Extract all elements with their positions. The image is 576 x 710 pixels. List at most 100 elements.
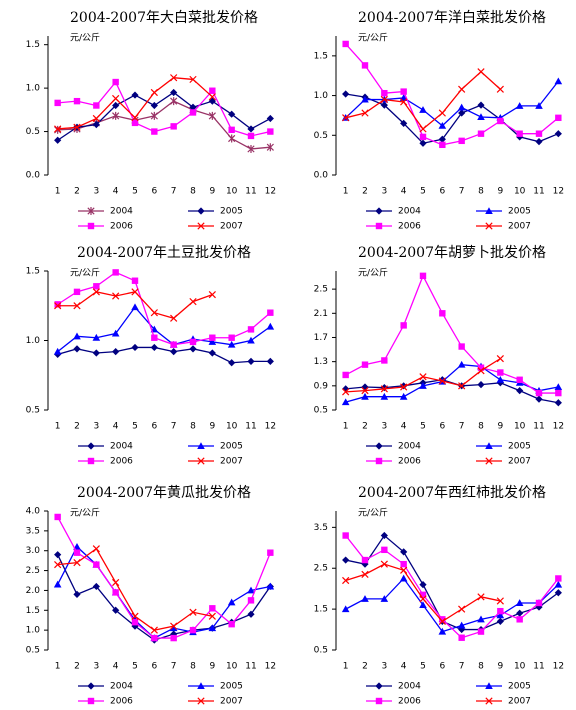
marker [458, 343, 465, 350]
chart-title: 2004-2007年洋白菜批发价格 [358, 10, 546, 26]
series-line [57, 100, 271, 150]
marker [477, 130, 485, 137]
marker [419, 125, 427, 133]
marker [247, 132, 255, 140]
marker [380, 531, 388, 540]
marker [112, 348, 120, 356]
marker [496, 617, 504, 625]
series-line [345, 274, 559, 394]
marker [554, 383, 563, 391]
y-tick-label: 0.5 [314, 646, 328, 656]
marker [131, 303, 139, 311]
marker [189, 608, 197, 616]
legend-label: 2006 [110, 697, 133, 707]
marker [73, 559, 81, 567]
x-tick-label: 4 [113, 187, 119, 197]
x-tick-label: 1 [55, 422, 61, 432]
y-tick-label: 1.0 [314, 91, 329, 101]
marker [92, 349, 100, 357]
marker [228, 620, 235, 628]
marker [439, 310, 446, 317]
x-tick-label: 11 [533, 662, 544, 672]
x-tick-label: 3 [93, 187, 99, 197]
marker [342, 90, 350, 98]
marker [73, 549, 81, 556]
y-tick-label: 1.3 [314, 357, 328, 367]
x-tick-label: 7 [459, 662, 465, 672]
marker [381, 89, 388, 97]
y-tick-label: 0.5 [26, 406, 40, 416]
marker [400, 98, 408, 106]
marker [438, 121, 447, 129]
marker [477, 381, 485, 389]
marker [485, 457, 493, 465]
series-line [345, 364, 559, 403]
marker [496, 375, 505, 383]
legend-label: 2006 [398, 457, 421, 467]
marker [438, 109, 446, 117]
marker [73, 590, 81, 598]
marker [535, 130, 543, 137]
series-line [57, 80, 271, 137]
marker [209, 87, 216, 94]
marker [208, 612, 216, 620]
marker [266, 143, 274, 152]
marker [170, 88, 178, 97]
x-tick-label: 8 [478, 422, 484, 432]
legend-label: 2004 [110, 207, 133, 217]
marker [457, 621, 466, 629]
marker [535, 102, 543, 109]
x-tick-label: 5 [420, 422, 426, 432]
marker [112, 78, 119, 86]
marker [53, 347, 62, 355]
marker [361, 570, 369, 578]
legend-label: 2006 [398, 222, 421, 232]
marker [554, 77, 563, 85]
marker [477, 68, 485, 76]
x-tick-label: 7 [171, 422, 177, 432]
series-line [345, 535, 559, 639]
marker [380, 595, 389, 602]
x-tick-label: 7 [459, 422, 465, 432]
marker [150, 111, 158, 120]
x-tick-label: 4 [401, 422, 407, 432]
marker [419, 580, 427, 589]
x-tick-label: 9 [497, 662, 503, 672]
marker [342, 40, 349, 48]
marker [54, 551, 62, 559]
x-tick-label: 11 [245, 422, 256, 432]
marker [380, 385, 388, 393]
marker [439, 141, 446, 149]
marker [92, 582, 100, 591]
x-tick-label: 10 [226, 662, 238, 672]
marker [189, 345, 197, 353]
marker [54, 125, 62, 134]
marker [150, 343, 158, 352]
marker [92, 288, 100, 296]
x-tick-label: 8 [478, 187, 484, 197]
x-tick-label: 12 [265, 422, 276, 432]
y-tick-label: 2.1 [314, 309, 328, 319]
marker [516, 616, 523, 623]
marker [112, 111, 120, 120]
series-line [345, 534, 559, 631]
y-tick-label: 2.5 [26, 566, 40, 576]
y-tick-label: 0.5 [314, 131, 328, 141]
marker [197, 222, 205, 230]
marker [54, 560, 62, 569]
marker [87, 442, 95, 450]
marker [400, 322, 407, 329]
marker [208, 93, 216, 101]
marker [477, 113, 485, 121]
marker [458, 382, 466, 390]
y-axis-label: 元/公斤 [358, 33, 388, 44]
marker [381, 357, 388, 364]
marker [361, 383, 369, 391]
marker [535, 603, 543, 611]
marker [131, 114, 139, 122]
marker [516, 609, 524, 617]
marker [457, 103, 466, 111]
x-tick-label: 6 [439, 422, 445, 432]
marker [54, 513, 61, 521]
y-tick-label: 2.5 [314, 285, 328, 295]
